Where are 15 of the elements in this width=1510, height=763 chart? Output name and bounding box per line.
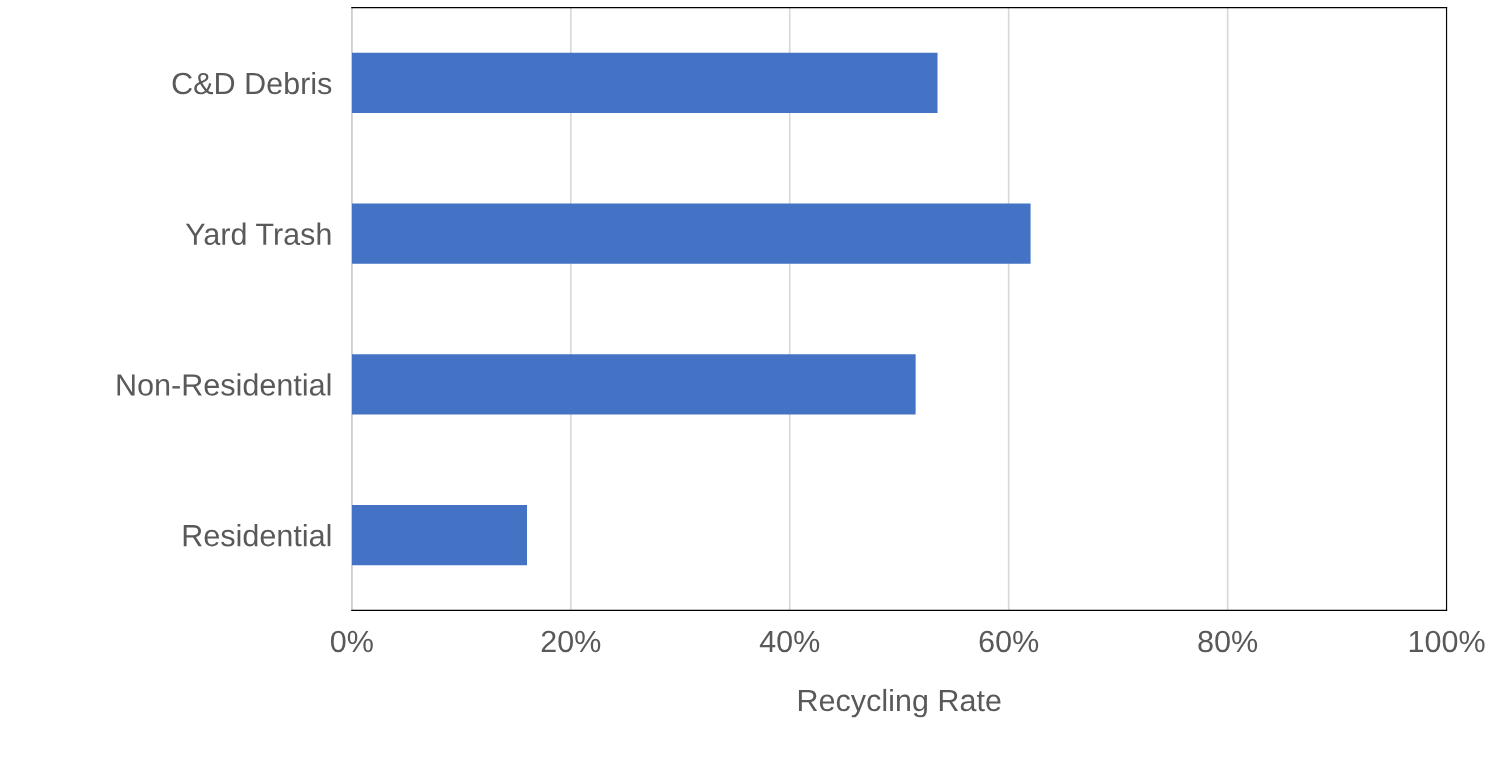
y-tick-label: Non-Residential xyxy=(117,373,331,396)
x-tick-label: 40% xyxy=(759,630,820,653)
x-tick-label: 60% xyxy=(979,630,1039,653)
x-tick-label: 0% xyxy=(330,630,373,653)
bar xyxy=(351,354,916,415)
y-tick-label: Residential xyxy=(183,523,331,547)
x-axis-title: Recycling Rate xyxy=(798,688,1001,718)
y-tick-label: C&D Debris xyxy=(172,71,332,95)
bar xyxy=(351,504,527,566)
bar xyxy=(351,52,938,114)
bar xyxy=(351,203,1031,264)
x-tick-label: 20% xyxy=(541,630,601,653)
y-tick-label: Yard Trash xyxy=(185,222,331,246)
x-tick-label: 80% xyxy=(1198,630,1258,653)
x-tick-label: 100% xyxy=(1409,630,1485,653)
